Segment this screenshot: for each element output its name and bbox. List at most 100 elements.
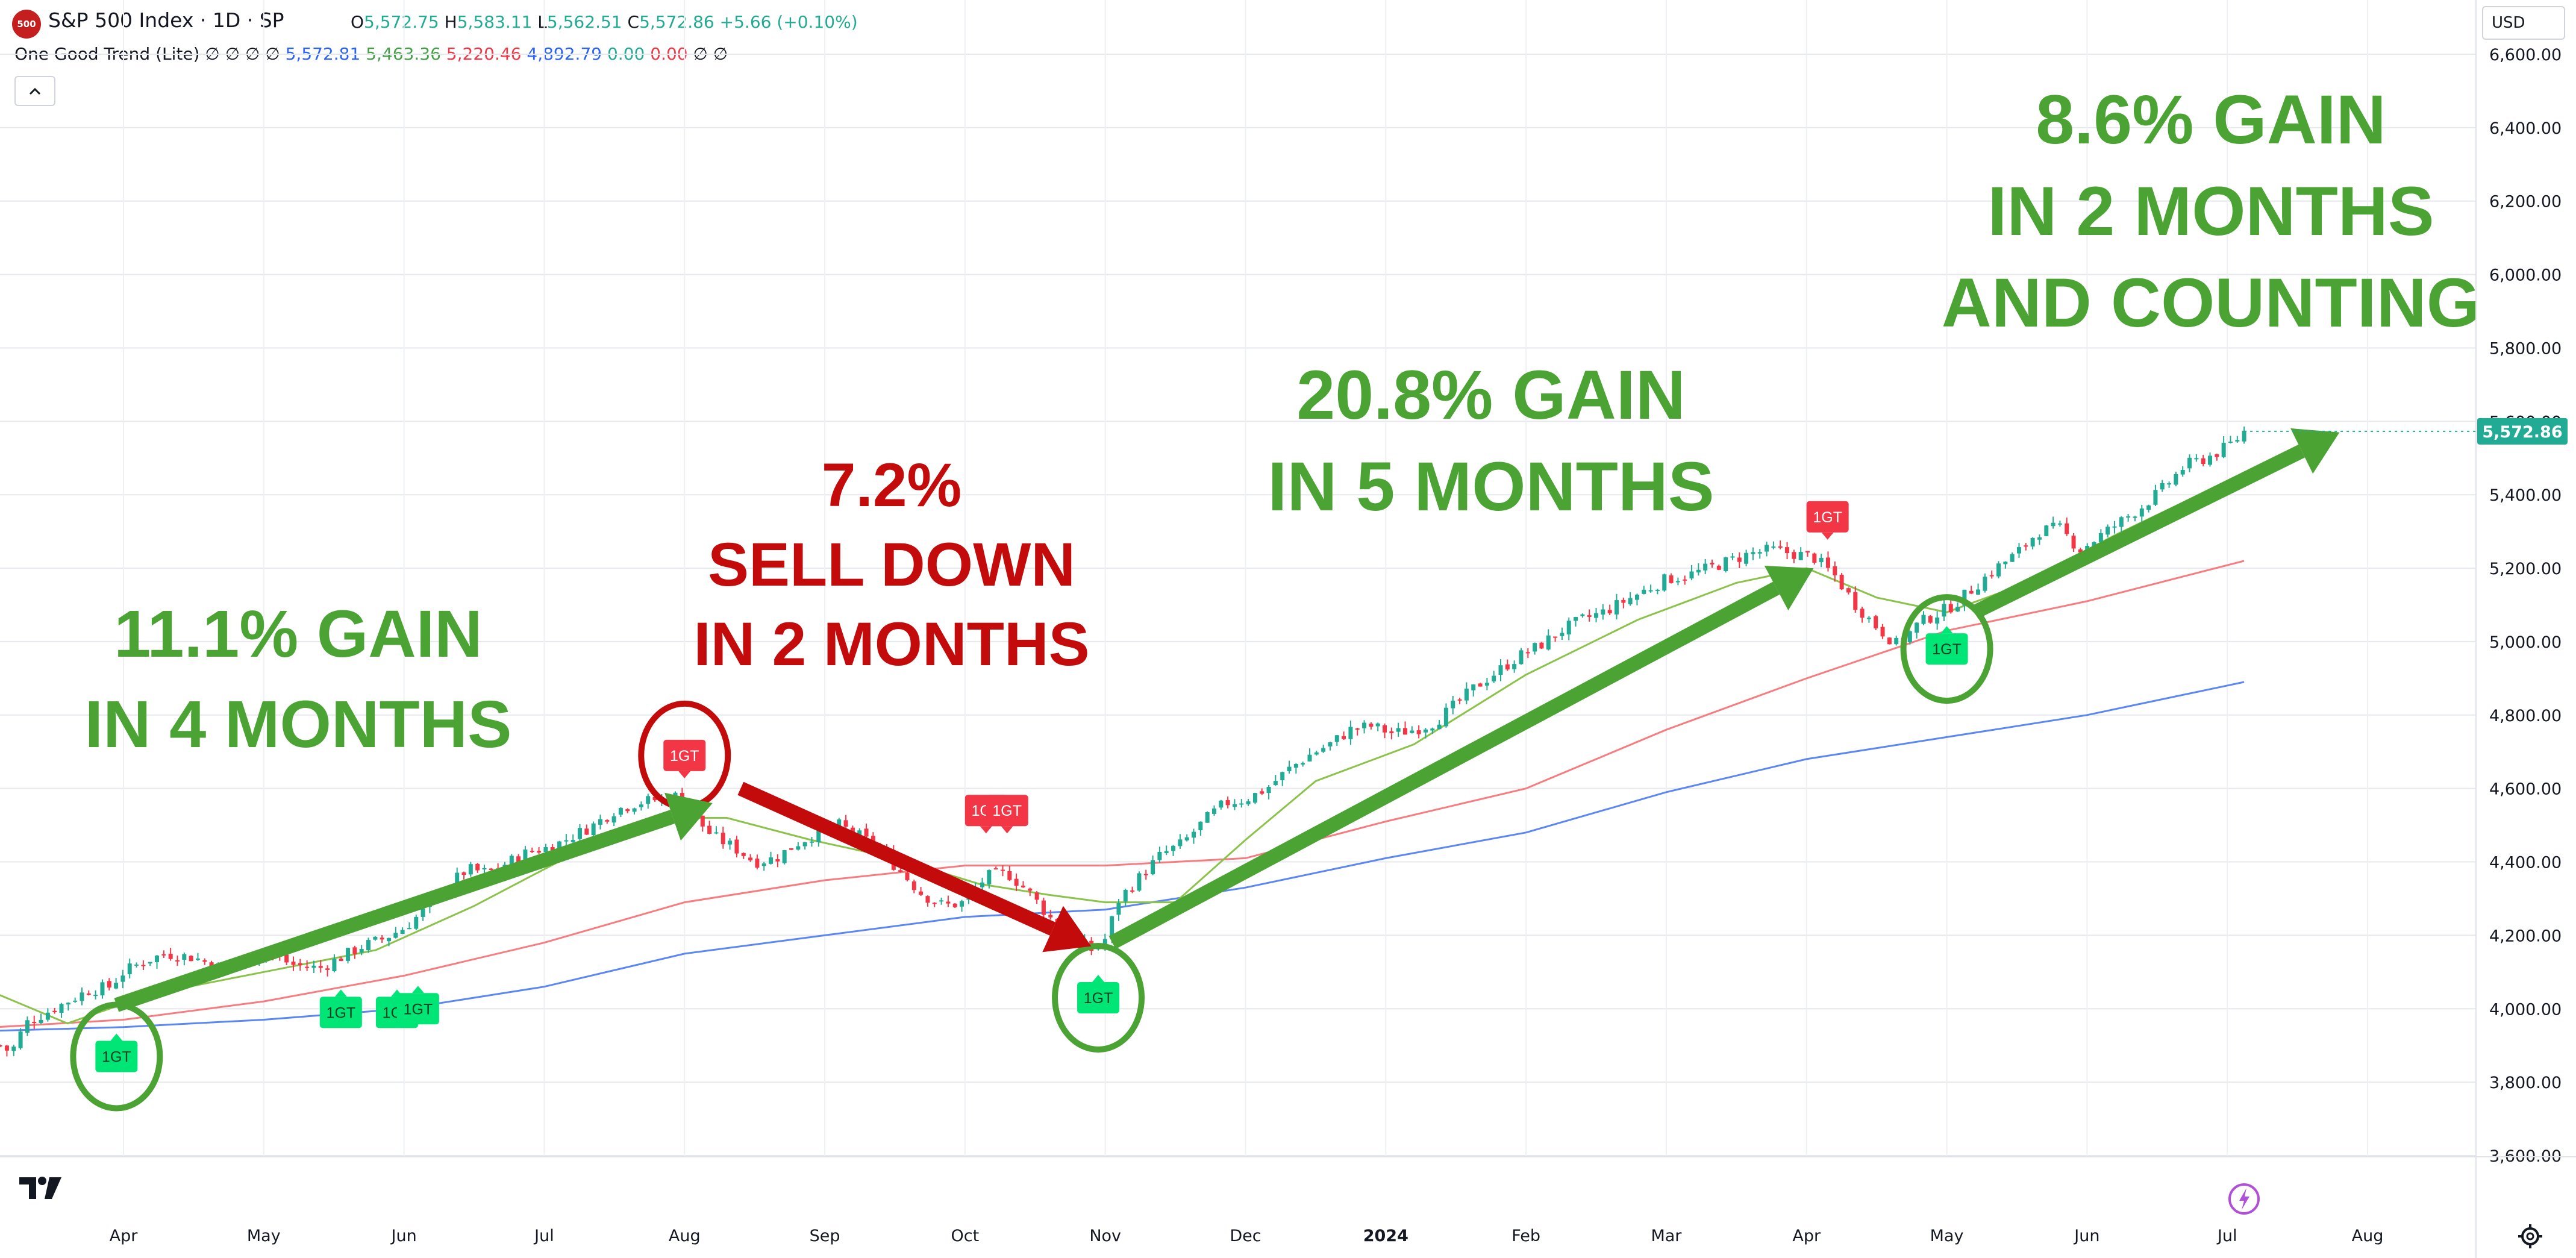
candle-body [652,796,657,801]
candle-body [359,949,364,953]
candle-body [1389,731,1394,733]
candle-body [386,937,391,942]
sell-signal-marker: 1GT [1806,501,1849,540]
candle-body [461,872,466,875]
candle-body [2228,441,2233,443]
candle-body [571,840,575,842]
candle-body [1683,579,1687,581]
candle-body [789,848,793,850]
candle-body [134,964,139,966]
candle-body [993,868,998,870]
candle-body [1962,589,1967,606]
lightning-icon[interactable] [2226,1181,2262,1217]
candle-body [2174,474,2178,485]
gear-icon[interactable] [2516,1222,2545,1251]
candle-body [2119,517,2124,527]
candle-body [1955,607,1960,612]
highlight-circle [1900,594,1993,704]
collapse-legend-button[interactable] [14,76,55,106]
x-tick-label: Jun [390,1227,417,1245]
candle-body [2153,490,2158,505]
candle-body [925,896,930,903]
symbol-title[interactable]: S&P 500 Index · 1D · SP [48,8,284,32]
annotation-text: 7.2% [822,451,962,519]
y-tick-label: 4,000.00 [2489,1000,2562,1019]
candle-body [734,839,739,854]
ma-mid-line [0,560,2245,1028]
candle-body [1443,707,1448,727]
candle-body [1492,675,1496,681]
candle-body [837,819,842,826]
candle-body [857,830,862,836]
marker-label: 1GT [992,803,1022,819]
candle-body [1246,801,1251,805]
candle-body [1757,552,1762,554]
trend-arrow [1971,444,2305,619]
y-tick-label: 3,800.00 [2489,1074,2562,1092]
candle-body [1375,723,1380,727]
candle-body [2160,483,2165,490]
candle-body [1110,916,1114,939]
candle-body [2065,523,2069,534]
candle-body [939,900,944,902]
candle-body [1280,772,1285,781]
candle-body [1546,635,1551,649]
candle-body [1273,781,1278,786]
candle-body [2024,545,2028,547]
candle-body [1314,752,1319,755]
candle-body [530,851,534,853]
ma-fast-line [0,472,2245,1025]
candle-body [1484,683,1489,686]
candle-body [1553,636,1558,638]
candle-body [1539,642,1544,649]
candle-body [591,823,596,836]
candle-body [2003,562,2008,565]
marker-pointer [110,1033,123,1041]
marker-pointer [334,989,347,997]
candle-body [564,840,569,842]
candle-body [1342,736,1346,739]
candle-body [1716,566,1721,570]
candle-body [646,796,651,804]
x-tick-label: Oct [951,1227,980,1245]
candle-body [45,1012,50,1020]
candle-body [1362,722,1367,728]
x-tick-label: May [247,1227,281,1245]
candle-body [1996,563,2001,577]
ohlc-high-value: 5,583.11 [457,12,533,32]
candle-body [1525,652,1530,654]
candle-body [537,851,542,853]
buy-signal-marker: 1GT [319,989,362,1028]
candle-body [1260,791,1265,794]
annotation-text: IN 5 MONTHS [1268,448,1714,525]
candle-body [168,954,173,959]
currency-selector[interactable]: USD [2482,6,2565,40]
marker-label: 1GT [670,748,699,765]
candle-body [796,846,801,850]
candle-body [980,882,985,887]
candle-body [2215,454,2219,457]
candle-body [2030,537,2035,546]
candle-body [1334,735,1339,742]
candle-body [1614,600,1619,615]
candle-body [1451,700,1455,709]
trend-arrow-head [1764,565,1814,611]
candle-body [2112,526,2117,528]
candle-body [489,868,493,870]
candle-body [482,868,487,870]
last-price-label: 5,572.86 [2482,423,2562,442]
candle-body [189,956,193,962]
y-tick-label: 6,400.00 [2489,119,2562,138]
candle-body [39,1019,43,1023]
marker-label: 1GT [404,1001,433,1018]
candle-body [1000,869,1005,871]
candle-body [332,959,337,972]
tradingview-logo-icon[interactable] [18,1175,66,1201]
candle-body [1983,577,1987,591]
candle-body [1143,874,1148,875]
candle-body [4,1045,9,1051]
candle-body [1634,595,1639,600]
candle-body [1423,729,1428,733]
